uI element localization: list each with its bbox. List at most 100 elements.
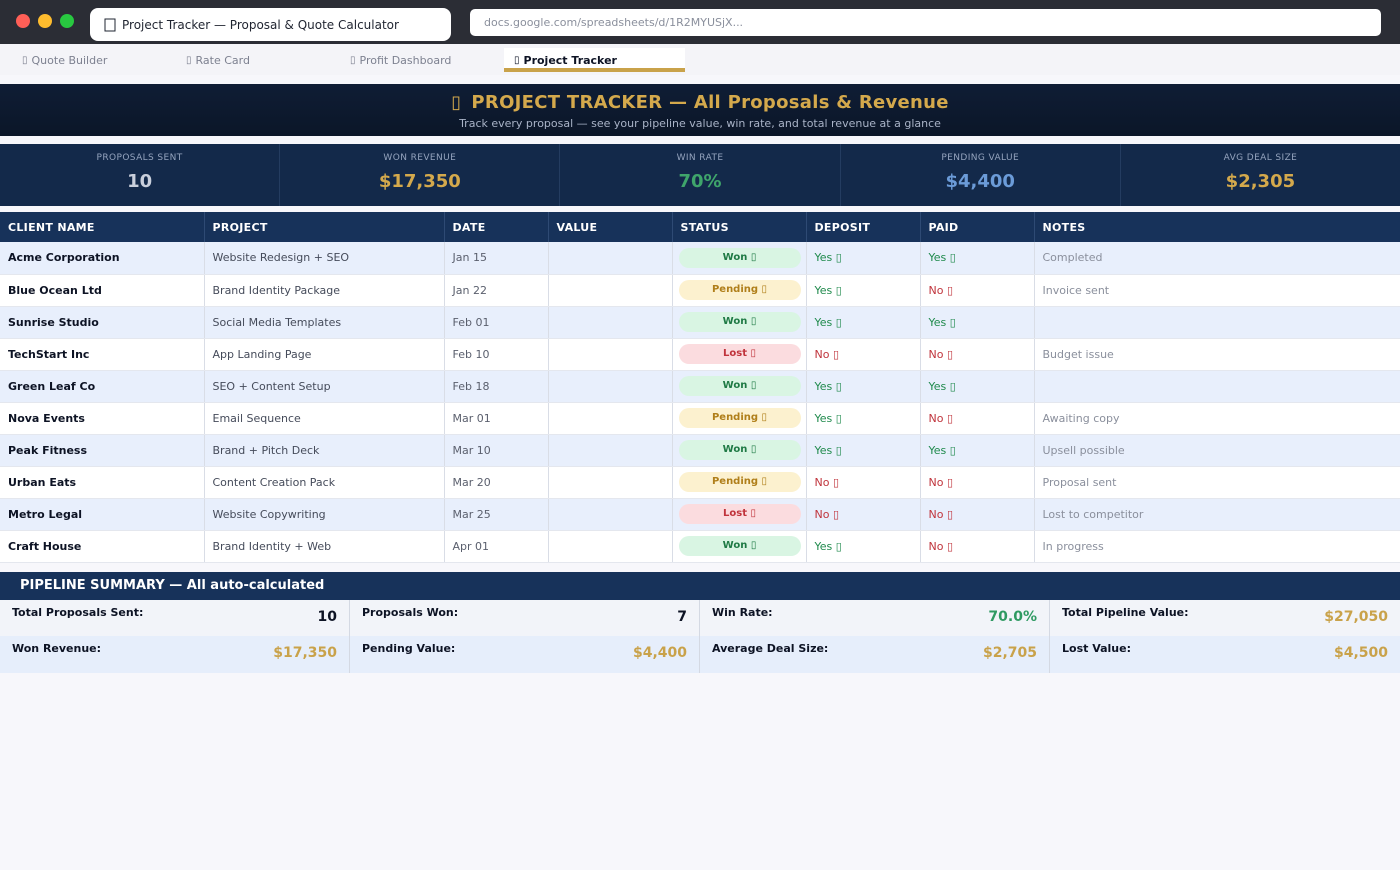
cell-notes[interactable]: Budget issue [1034,338,1400,371]
cell-date[interactable]: Feb 01 [444,306,549,339]
table-row[interactable]: Blue Ocean Ltd Brand Identity Package Jan … [0,274,1400,307]
cell-value[interactable] [548,242,673,275]
cell-project[interactable]: Brand + Pitch Deck [204,434,445,467]
cell-paid[interactable]: Yes ▯ [920,242,1035,275]
cell-paid[interactable]: Yes ▯ [920,434,1035,467]
cell-client[interactable]: Blue Ocean Ltd [0,274,205,307]
cell-project[interactable]: App Landing Page [204,338,445,371]
cell-value[interactable] [548,402,673,435]
cell-project[interactable]: Email Sequence [204,402,445,435]
cell-project[interactable]: SEO + Content Setup [204,370,445,403]
cell-date[interactable]: Mar 25 [444,498,549,531]
cell-deposit[interactable]: No ▯ [806,466,921,499]
cell-value[interactable] [548,498,673,531]
table-row[interactable]: Urban Eats Content Creation Pack Mar 20 Pen… [0,466,1400,499]
cell-value[interactable] [548,370,673,403]
cell-client[interactable]: TechStart Inc [0,338,205,371]
summary-cell[interactable]: Total Proposals Sent: 10 [0,600,350,636]
cell-date[interactable]: Apr 01 [444,530,549,563]
summary-cell[interactable]: Won Revenue: $17,350 [0,636,350,673]
cell-status[interactable]: Pending ▯ [672,274,807,307]
cell-date[interactable]: Feb 10 [444,338,549,371]
cell-status[interactable]: Lost ▯ [672,498,807,531]
table-row[interactable]: Metro Legal Website Copywriting Mar 25 Lost… [0,498,1400,531]
column-header-deposit[interactable]: DEPOSIT [806,212,921,242]
cell-client[interactable]: Acme Corporation [0,242,205,275]
cell-project[interactable]: Brand Identity Package [204,274,445,307]
cell-paid[interactable]: No ▯ [920,338,1035,371]
cell-status[interactable]: Pending ▯ [672,466,807,499]
cell-value[interactable] [548,338,673,371]
summary-cell[interactable]: Pending Value: $4,400 [350,636,700,673]
cell-status[interactable]: Won ▯ [672,242,807,275]
summary-cell[interactable]: Average Deal Size: $2,705 [700,636,1050,673]
cell-paid[interactable]: No ▯ [920,402,1035,435]
cell-date[interactable]: Mar 20 [444,466,549,499]
cell-status[interactable]: Won ▯ [672,434,807,467]
cell-status[interactable]: Lost ▯ [672,338,807,371]
cell-notes[interactable]: Completed [1034,242,1400,275]
column-header-date[interactable]: DATE [444,212,549,242]
cell-project[interactable]: Brand Identity + Web [204,530,445,563]
cell-notes[interactable] [1034,370,1400,403]
cell-client[interactable]: Green Leaf Co [0,370,205,403]
cell-project[interactable]: Social Media Templates [204,306,445,339]
cell-deposit[interactable]: No ▯ [806,498,921,531]
column-header-notes[interactable]: NOTES [1034,212,1400,242]
tab-profit-dashboard[interactable]: ▯ Profit Dashboard [350,54,451,67]
cell-date[interactable]: Jan 15 [444,242,549,275]
cell-project[interactable]: Website Copywriting [204,498,445,531]
cell-date[interactable]: Mar 01 [444,402,549,435]
cell-notes[interactable]: Awaiting copy [1034,402,1400,435]
cell-paid[interactable]: Yes ▯ [920,306,1035,339]
cell-paid[interactable]: No ▯ [920,466,1035,499]
cell-notes[interactable]: Lost to competitor [1034,498,1400,531]
cell-project[interactable]: Website Redesign + SEO [204,242,445,275]
summary-cell[interactable]: Win Rate: 70.0% [700,600,1050,636]
cell-deposit[interactable]: Yes ▯ [806,274,921,307]
cell-status[interactable]: Won ▯ [672,370,807,403]
cell-value[interactable] [548,306,673,339]
column-header-status[interactable]: STATUS [672,212,807,242]
cell-status[interactable]: Pending ▯ [672,402,807,435]
cell-client[interactable]: Urban Eats [0,466,205,499]
cell-paid[interactable]: No ▯ [920,498,1035,531]
summary-cell[interactable]: Proposals Won: 7 [350,600,700,636]
cell-status[interactable]: Won ▯ [672,530,807,563]
tab-rate-card[interactable]: ▯ Rate Card [186,54,250,67]
cell-client[interactable]: Sunrise Studio [0,306,205,339]
table-row[interactable]: Acme Corporation Website Redesign + SEO Ja… [0,242,1400,275]
cell-deposit[interactable]: Yes ▯ [806,370,921,403]
column-header-project[interactable]: PROJECT [204,212,445,242]
cell-deposit[interactable]: Yes ▯ [806,530,921,563]
table-row[interactable]: Sunrise Studio Social Media Templates Feb … [0,306,1400,339]
table-row[interactable]: Peak Fitness Brand + Pitch Deck Mar 10 Won … [0,434,1400,467]
tab-project-tracker[interactable]: ▯ Project Tracker [514,54,617,67]
maximize-window-button[interactable] [60,14,74,28]
cell-date[interactable]: Jan 22 [444,274,549,307]
cell-deposit[interactable]: No ▯ [806,338,921,371]
table-row[interactable]: Craft House Brand Identity + Web Apr 01 Won… [0,530,1400,563]
cell-notes[interactable]: Proposal sent [1034,466,1400,499]
column-header-value[interactable]: VALUE [548,212,673,242]
cell-project[interactable]: Content Creation Pack [204,466,445,499]
cell-client[interactable]: Metro Legal [0,498,205,531]
cell-notes[interactable]: In progress [1034,530,1400,563]
cell-value[interactable] [548,274,673,307]
cell-notes[interactable]: Invoice sent [1034,274,1400,307]
table-row[interactable]: Green Leaf Co SEO + Content Setup Feb 18 Wo… [0,370,1400,403]
cell-date[interactable]: Mar 10 [444,434,549,467]
summary-cell[interactable]: Total Pipeline Value: $27,050 [1050,600,1400,636]
close-window-button[interactable] [16,14,30,28]
cell-paid[interactable]: No ▯ [920,530,1035,563]
tab-quote-builder[interactable]: ▯ Quote Builder [22,54,107,67]
cell-value[interactable] [548,530,673,563]
cell-value[interactable] [548,466,673,499]
cell-notes[interactable] [1034,306,1400,339]
column-header-client[interactable]: CLIENT NAME [0,212,205,242]
cell-deposit[interactable]: Yes ▯ [806,402,921,435]
cell-date[interactable]: Feb 18 [444,370,549,403]
cell-deposit[interactable]: Yes ▯ [806,434,921,467]
cell-paid[interactable]: No ▯ [920,274,1035,307]
cell-client[interactable]: Peak Fitness [0,434,205,467]
